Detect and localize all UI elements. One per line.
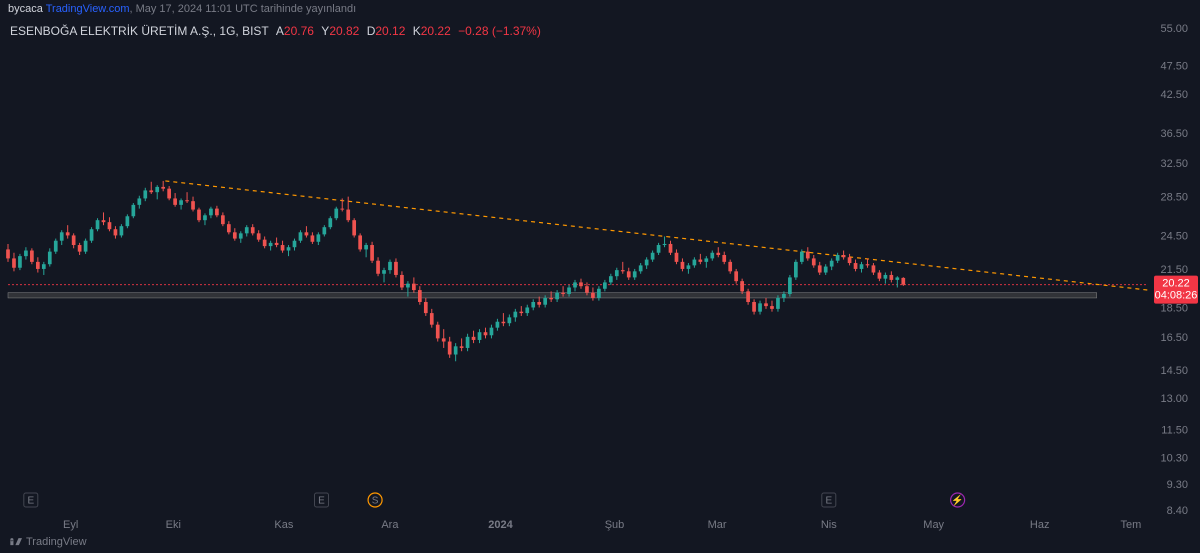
high-val: 20.82 <box>329 24 359 38</box>
svg-text:Haz: Haz <box>1030 519 1050 531</box>
svg-text:13.00: 13.00 <box>1160 393 1188 405</box>
svg-text:Nis: Nis <box>821 519 837 531</box>
svg-text:24.50: 24.50 <box>1160 230 1188 242</box>
publisher-site: TradingView.com <box>46 3 130 15</box>
interval: 1G <box>219 24 235 38</box>
svg-text:May: May <box>923 519 944 531</box>
change-val: −0.28 (−1.37%) <box>458 24 541 38</box>
open-val: 20.76 <box>284 24 314 38</box>
svg-text:Tem: Tem <box>1121 519 1142 531</box>
svg-text:2024: 2024 <box>488 519 513 531</box>
brand-footer: TradingView <box>8 535 87 549</box>
svg-text:16.50: 16.50 <box>1160 332 1188 344</box>
svg-text:18.50: 18.50 <box>1160 302 1188 314</box>
svg-text:28.50: 28.50 <box>1160 192 1188 204</box>
svg-text:Kas: Kas <box>274 519 293 531</box>
chart-legend: ESENBOĞA ELEKTRİK ÜRETİM A.Ş., 1G, BIST … <box>10 24 541 38</box>
tradingview-icon <box>8 535 22 549</box>
brand-text: TradingView <box>26 536 87 548</box>
publish-header: bycaca TradingView.com, May 17, 2024 11:… <box>0 0 1200 20</box>
svg-text:9.30: 9.30 <box>1167 479 1188 491</box>
svg-text:E: E <box>318 496 325 507</box>
svg-text:21.50: 21.50 <box>1160 264 1188 276</box>
svg-text:Şub: Şub <box>605 519 625 531</box>
symbol-name: ESENBOĞA ELEKTRİK ÜRETİM A.Ş. <box>10 24 213 38</box>
svg-text:E: E <box>825 496 832 507</box>
svg-text:20.22: 20.22 <box>1162 278 1190 290</box>
svg-text:55.00: 55.00 <box>1160 23 1188 35</box>
svg-text:⚡: ⚡ <box>951 494 963 507</box>
exchange: BIST <box>242 24 268 38</box>
svg-text:04:08:26: 04:08:26 <box>1155 290 1198 302</box>
svg-text:36.50: 36.50 <box>1160 128 1188 140</box>
chart-area[interactable]: 8.40 9.30 10.30 11.50 13.00 14.50 16.50 18.50 21… <box>0 20 1200 553</box>
svg-text:10.30: 10.30 <box>1160 453 1188 465</box>
svg-text:S: S <box>372 496 379 507</box>
publisher-suffix: , May 17, 2024 11:01 UTC tarihinde yayın… <box>129 3 356 15</box>
svg-text:11.50: 11.50 <box>1161 424 1188 436</box>
svg-text:Eyl: Eyl <box>63 519 78 531</box>
svg-text:42.50: 42.50 <box>1160 89 1188 101</box>
svg-text:8.40: 8.40 <box>1167 505 1188 517</box>
svg-text:47.50: 47.50 <box>1160 61 1188 73</box>
close-val: 20.22 <box>421 24 451 38</box>
publisher-user: bycaca <box>8 3 43 15</box>
svg-text:14.50: 14.50 <box>1160 365 1188 377</box>
svg-text:Mar: Mar <box>708 519 727 531</box>
low-val: 20.12 <box>375 24 405 38</box>
svg-text:32.50: 32.50 <box>1160 158 1188 170</box>
svg-text:E: E <box>27 496 34 507</box>
svg-text:Ara: Ara <box>381 519 399 531</box>
svg-text:Eki: Eki <box>166 519 181 531</box>
